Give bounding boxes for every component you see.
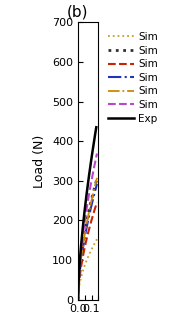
- Text: (b): (b): [67, 5, 88, 20]
- Legend: Sim, Sim, Sim, Sim, Sim, Sim, Exp: Sim, Sim, Sim, Sim, Sim, Sim, Exp: [104, 28, 162, 128]
- Y-axis label: Load (N): Load (N): [33, 134, 46, 188]
